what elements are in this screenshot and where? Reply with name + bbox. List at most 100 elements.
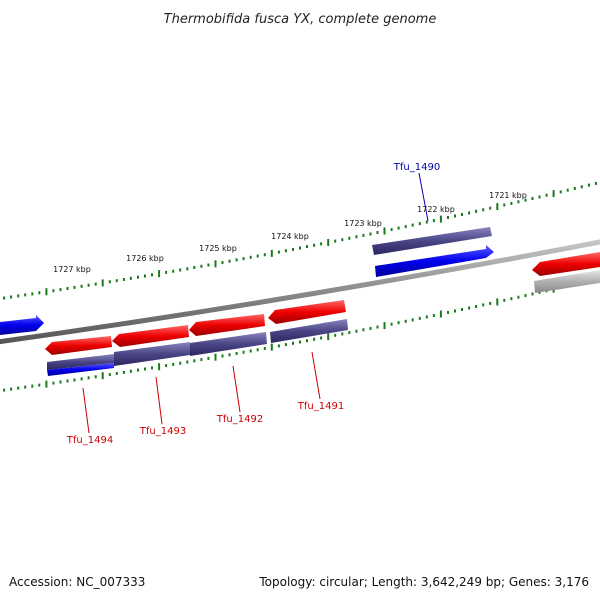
- outer-ring-minor-tick: [369, 232, 372, 236]
- outer-ring-minor-tick: [87, 283, 90, 287]
- inner-ring-minor-tick: [52, 381, 55, 385]
- inner-ring-minor-tick: [249, 349, 252, 353]
- gene-tfu1492-cds[interactable]: [189, 314, 265, 336]
- inner-ring-minor-tick: [87, 376, 90, 380]
- outer-ring-minor-tick: [559, 190, 562, 194]
- outer-ring-minor-tick: [587, 183, 590, 187]
- accession-text: Accession: NC_007333: [9, 575, 145, 589]
- outer-ring-minor-tick: [320, 242, 323, 246]
- forward-features: [0, 227, 600, 335]
- outer-ring-minor-tick: [137, 275, 139, 279]
- gene-label-tfu1490[interactable]: Tfu_1490: [393, 162, 440, 173]
- outer-ring-minor-tick: [390, 228, 393, 232]
- outer-ring-minor-tick: [594, 181, 597, 185]
- outer-ring-minor-tick: [207, 263, 210, 267]
- inner-ring-minor-tick: [207, 356, 210, 360]
- outer-ring-minor-tick: [38, 291, 41, 295]
- inner-ring-minor-tick: [144, 367, 146, 371]
- outer-ring-minor-tick: [404, 225, 407, 229]
- inner-ring-minor-tick: [369, 326, 372, 330]
- outer-ring-minor-tick: [524, 198, 527, 202]
- inner-ring-minor-tick: [461, 308, 463, 311]
- leader-tfu1492: [232, 365, 241, 413]
- gene-tfu1491-feature[interactable]: [270, 319, 348, 343]
- outer-ring-minor-tick: [3, 296, 6, 300]
- inner-ring-minor-tick: [468, 306, 471, 310]
- gene-label-tfu1493[interactable]: Tfu_1493: [139, 426, 186, 437]
- outer-ring-minor-tick: [341, 238, 344, 242]
- inner-ring-minor-tick: [122, 370, 125, 374]
- inner-ring-minor-tick: [94, 375, 97, 379]
- leader-tfu1493: [155, 376, 163, 425]
- inner-ring-minor-tick: [482, 303, 485, 307]
- outer-ring-minor-tick: [284, 249, 287, 253]
- gene-tfu1494-feature[interactable]: [47, 354, 114, 370]
- gene-left-blue-cds[interactable]: [0, 315, 44, 335]
- scale-label-1725: 1725 kbp: [199, 244, 237, 253]
- inner-ring-minor-tick: [362, 328, 365, 332]
- map-title: Thermobifida fusca YX, complete genome: [164, 12, 437, 27]
- gene-label-tfu1494[interactable]: Tfu_1494: [66, 435, 113, 446]
- outer-ring-minor-tick: [489, 206, 492, 210]
- outer-ring-minor-tick: [299, 246, 301, 250]
- scale-label-1726: 1726 kbp: [126, 254, 164, 263]
- outer-ring-major-tick: [270, 249, 273, 257]
- outer-ring-minor-tick: [411, 223, 414, 227]
- inner-ring-minor-tick: [3, 388, 6, 392]
- inner-ring-minor-tick: [31, 384, 34, 388]
- outer-ring-minor-tick: [80, 284, 83, 288]
- outer-ring-minor-tick: [545, 193, 548, 197]
- gene-right-gray-feature[interactable]: [534, 270, 600, 293]
- outer-ring-minor-tick: [517, 200, 520, 204]
- inner-ring-minor-tick: [284, 343, 287, 347]
- outer-ring-minor-tick: [200, 264, 203, 268]
- gene-tfu1493-cds[interactable]: [112, 325, 189, 347]
- inner-ring-minor-tick: [489, 301, 492, 305]
- gene-tfu1494-blue-strip: [47, 363, 114, 376]
- gene-tfu1493-feature[interactable]: [114, 342, 190, 366]
- outer-ring-minor-tick: [122, 278, 125, 281]
- inner-ring-minor-tick: [179, 361, 182, 365]
- inner-ring-minor-tick: [299, 340, 301, 344]
- outer-ring-minor-tick: [52, 289, 55, 293]
- outer-ring-minor-tick: [461, 213, 463, 216]
- inner-ring-minor-tick: [475, 305, 478, 308]
- outer-ring-minor-tick: [432, 219, 435, 223]
- inner-ring-minor-tick: [172, 362, 175, 366]
- outer-ring-minor-tick: [249, 255, 252, 259]
- inner-ring-minor-tick: [137, 368, 139, 372]
- inner-ring-minor-tick: [66, 379, 69, 383]
- gene-tfu1490-feature[interactable]: [372, 227, 492, 255]
- gene-tfu1492-feature[interactable]: [190, 332, 267, 356]
- gene-tfu1490-cds[interactable]: [375, 245, 494, 277]
- inner-ring-minor-tick: [235, 352, 238, 355]
- outer-ring-minor-tick: [256, 254, 259, 258]
- outer-ring-major-tick: [383, 227, 386, 235]
- gene-tfu1491-cds[interactable]: [268, 300, 346, 324]
- outer-ring-minor-tick: [277, 250, 280, 254]
- inner-ring-major-tick: [158, 363, 161, 371]
- outer-ring-minor-tick: [165, 270, 168, 274]
- scale-label-1723: 1723 kbp: [344, 219, 382, 228]
- outer-ring-minor-tick: [306, 245, 308, 249]
- outer-ring-minor-tick: [355, 235, 358, 239]
- inner-ring-minor-tick: [228, 353, 231, 357]
- inner-ring-minor-tick: [73, 378, 76, 382]
- gene-right-red-cds[interactable]: [532, 252, 600, 276]
- gene-tfu1494-cds[interactable]: [45, 336, 112, 355]
- inner-ring-minor-tick: [341, 332, 344, 336]
- inner-ring-minor-tick: [313, 337, 316, 341]
- inner-ring-minor-tick: [200, 358, 203, 362]
- inner-ring-minor-tick: [165, 364, 168, 368]
- inner-ring-minor-tick: [510, 297, 513, 301]
- gene-label-tfu1491[interactable]: Tfu_1491: [297, 401, 344, 412]
- outer-ring-minor-tick: [447, 216, 449, 219]
- outer-ring-major-tick: [327, 239, 330, 246]
- inner-ring-minor-tick: [503, 298, 506, 302]
- outer-ring-minor-tick: [362, 233, 365, 237]
- outer-ring-minor-tick: [263, 253, 266, 257]
- outer-ring-minor-tick: [292, 247, 294, 251]
- gene-label-tfu1492[interactable]: Tfu_1492: [216, 414, 263, 425]
- outer-ring-major-tick: [439, 215, 442, 223]
- leader-tfu1494: [82, 387, 90, 434]
